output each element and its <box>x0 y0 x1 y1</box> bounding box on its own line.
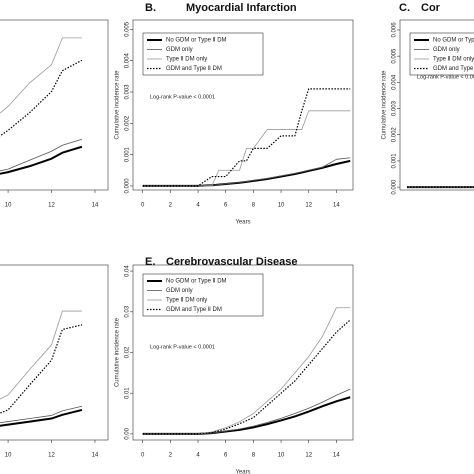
x-tick-label: 8 <box>252 453 256 459</box>
y-tick-label: 0.00 <box>125 427 131 439</box>
x-tick-label: 6 <box>224 453 228 459</box>
x-tick-label: 10 <box>278 453 285 459</box>
y-tick-label: 0.006 <box>392 22 398 38</box>
annotation: Log-rank P-value < 0.0001 <box>150 94 215 100</box>
series-line <box>0 324 83 414</box>
x-tick-label: 12 <box>305 453 312 459</box>
series-line <box>0 405 83 424</box>
chart-title: Myocardial Infarction <box>186 2 297 14</box>
x-tick-label: 4 <box>196 453 200 459</box>
x-tick-label: 12 <box>48 453 55 459</box>
y-tick-label: 0.02 <box>125 346 131 358</box>
x-tick-label: 0 <box>141 203 145 209</box>
x-tick-label: 12 <box>305 203 312 209</box>
legend-label: GDM and Type Ⅱ DM <box>433 66 474 72</box>
y-tick-label: 0.004 <box>125 53 131 69</box>
plot-frame <box>0 264 109 441</box>
legend-label: GDM and Type Ⅱ DM <box>166 66 222 72</box>
series-line <box>0 408 83 427</box>
legend-label: Type Ⅱ DM only <box>166 57 207 63</box>
annotation: Log-rank P-value < 0.0001 <box>417 74 474 80</box>
x-tick-label: 2 <box>169 453 173 459</box>
y-tick-label: 0.001 <box>125 146 131 162</box>
x-tick-label: 10 <box>278 203 285 209</box>
x-tick-label: 14 <box>333 453 340 459</box>
legend-box <box>142 32 264 76</box>
y-tick-label: 0.04 <box>125 265 131 277</box>
series-line <box>142 319 351 435</box>
x-tick-label: 12 <box>48 203 55 209</box>
x-axis-label: Years <box>235 220 250 226</box>
series-line <box>0 145 83 175</box>
x-tick-label: 14 <box>92 203 99 209</box>
series-line <box>142 157 351 187</box>
series-line <box>142 110 351 187</box>
series-line <box>142 307 351 435</box>
y-tick-label: 0.000 <box>125 178 131 194</box>
x-tick-label: 4 <box>196 203 200 209</box>
y-axis-label: Cumulative incidence rate <box>115 317 121 387</box>
x-tick-label: 14 <box>333 203 340 209</box>
annotation: Log-rank P-value < 0.0001 <box>150 344 215 350</box>
y-tick-label: 0.004 <box>392 74 398 90</box>
series-line <box>0 310 82 400</box>
legend-label: GDM only <box>166 47 193 53</box>
y-tick-label: 0.03 <box>125 305 131 317</box>
legend-label: GDM and Type Ⅱ DM <box>166 307 222 313</box>
legend-label: GDM only <box>166 288 193 294</box>
legend-label: GDM only <box>433 47 460 53</box>
panel-label: C. <box>399 2 410 14</box>
y-tick-label: 0.000 <box>392 179 398 195</box>
x-tick-label: 6 <box>224 203 228 209</box>
x-tick-label: 14 <box>92 453 99 459</box>
series-line <box>0 37 82 114</box>
panel-label: B. <box>145 2 156 14</box>
y-tick-label: 0.002 <box>392 127 398 143</box>
y-tick-label: 0.002 <box>125 115 131 131</box>
series-line <box>0 59 83 137</box>
y-tick-label: 0.003 <box>392 100 398 116</box>
x-tick-label: 10 <box>5 203 12 209</box>
x-tick-label: 8 <box>252 203 256 209</box>
y-axis-label: Cumulative incidence rate <box>382 70 388 140</box>
series-line <box>142 88 351 187</box>
series-line <box>142 388 351 435</box>
x-tick-label: 2 <box>169 203 173 209</box>
plot-frame <box>399 19 474 191</box>
legend-box <box>142 273 264 317</box>
plot-frame <box>132 19 354 191</box>
x-tick-label: 0 <box>141 453 145 459</box>
legend-label: No GDM or Type Ⅱ DM <box>166 279 227 285</box>
x-tick-label: 10 <box>5 453 12 459</box>
legend-label: Type Ⅱ DM only <box>166 298 207 304</box>
plot-frame <box>0 19 109 191</box>
series-line <box>142 159 351 187</box>
series-line <box>0 138 83 172</box>
x-axis-label: Years <box>235 470 250 474</box>
chart-title: Cerebrovascular Disease <box>166 256 297 268</box>
y-tick-label: 0.003 <box>125 84 131 100</box>
panel-label: E. <box>145 256 155 268</box>
series-line <box>142 396 351 435</box>
y-tick-label: 0.005 <box>125 21 131 37</box>
legend-label: No GDM or Type Ⅱ DM <box>433 38 474 44</box>
chart-title: Cor <box>421 2 441 14</box>
y-tick-label: 0.005 <box>392 48 398 64</box>
legend-label: Type Ⅱ DM only <box>433 57 474 63</box>
y-tick-label: 0.01 <box>125 387 131 399</box>
legend-label: No GDM or Type Ⅱ DM <box>166 38 227 44</box>
y-axis-label: Cumulative incidence rate <box>115 70 121 140</box>
y-tick-label: 0.001 <box>392 153 398 169</box>
